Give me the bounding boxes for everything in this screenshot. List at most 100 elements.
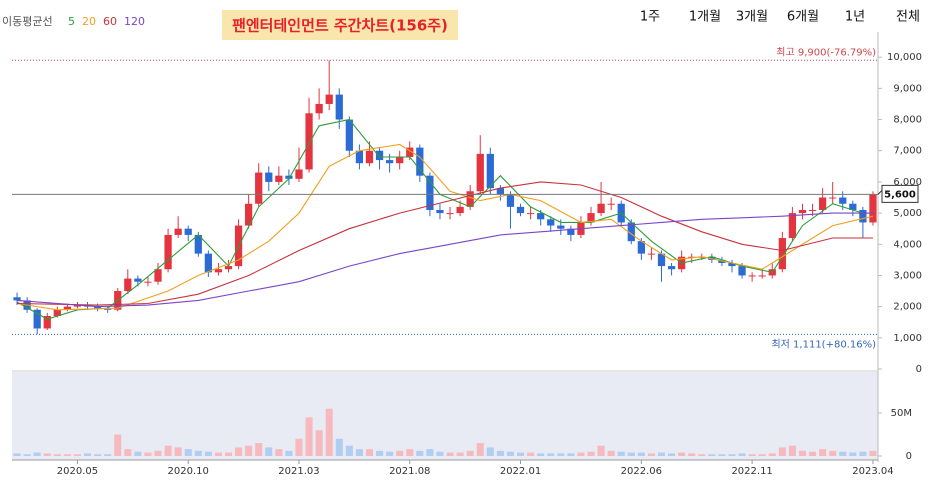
volume-bar [456, 452, 464, 456]
candle-body [839, 197, 847, 204]
volume-bar [104, 454, 112, 456]
period-button[interactable]: 전체 [896, 10, 920, 25]
candle-body [537, 213, 545, 220]
period-button[interactable]: 3개월 [736, 10, 768, 25]
candle-body [385, 160, 394, 164]
volume-bar [516, 452, 525, 456]
volume-bar [124, 449, 132, 456]
candle-body [456, 206, 464, 214]
y-tick-label: 10,000 [887, 52, 922, 63]
candle-body [154, 269, 162, 282]
volume-bar [73, 454, 81, 456]
candle-body [13, 297, 21, 301]
candle-body [325, 94, 333, 104]
volume-bar [506, 451, 514, 456]
candle-body [557, 225, 565, 229]
volume-panel [12, 372, 878, 460]
volume-bar [587, 451, 595, 456]
volume-bar [345, 445, 353, 456]
volume-bar [718, 454, 726, 456]
y-tick-label: 1,000 [893, 333, 922, 344]
x-tick-label: 2021.03 [278, 466, 319, 477]
volume-bar [305, 417, 313, 456]
volume-bar [154, 450, 162, 456]
volume-bar [144, 452, 152, 456]
volume-bar [839, 451, 847, 456]
candle-body [134, 278, 142, 282]
candle-body [869, 194, 877, 223]
volume-bar [426, 449, 434, 456]
volume-bar [738, 453, 746, 456]
candle-body [627, 222, 635, 242]
y-tick-label: 2,000 [893, 302, 922, 313]
volume-bar [63, 454, 71, 456]
candle-body [526, 213, 535, 215]
candle-body [204, 253, 212, 273]
volume-bar [849, 452, 857, 456]
volume-bar [184, 449, 192, 456]
candle-body [426, 175, 434, 210]
volume-bar [285, 450, 293, 456]
volume-bar [275, 449, 283, 456]
volume-bar [355, 449, 363, 456]
x-tick-label: 2022.06 [621, 466, 662, 477]
volume-bar [335, 438, 343, 456]
candle-body [73, 305, 82, 307]
volume-bar [315, 430, 323, 456]
period-button[interactable]: 1년 [845, 10, 865, 25]
candle-body [516, 206, 525, 214]
volume-bar [365, 449, 374, 456]
current-price-pointer [877, 190, 883, 195]
volume-bar [476, 443, 484, 456]
volume-bar [23, 454, 31, 456]
volume-bar [436, 451, 444, 456]
legend-entry: 20 [82, 15, 96, 28]
candle-body [63, 306, 72, 310]
candle-body [476, 153, 484, 192]
candle-body [275, 175, 283, 182]
candle-body [315, 103, 323, 114]
volume-bar [83, 453, 92, 456]
volume-bar [53, 454, 61, 456]
volume-bar [416, 450, 424, 456]
volume-bar [537, 453, 545, 456]
legend-entry: 5 [68, 15, 75, 28]
volume-bar [758, 454, 766, 456]
reference-label: 최고 9,900(-76.79%) [776, 46, 876, 58]
volume-bar [567, 453, 575, 456]
legend-entry: 60 [103, 15, 117, 28]
volume-bar [577, 452, 585, 456]
period-button[interactable]: 1개월 [689, 10, 721, 25]
period-button[interactable]: 6개월 [787, 10, 819, 25]
y-tick-label: 5,000 [893, 208, 922, 219]
volume-bar [406, 449, 414, 456]
candle-body [496, 188, 505, 195]
volume-bar [708, 454, 716, 456]
candle-body [808, 209, 817, 211]
y-tick-label: 9,000 [893, 83, 922, 94]
period-button[interactable]: 1주 [640, 10, 660, 25]
title-box [222, 10, 458, 40]
candle-body [365, 150, 374, 164]
candle-body [607, 203, 615, 205]
candle-body [174, 228, 182, 235]
volume-bar [527, 452, 535, 456]
y-tick-label: 4,000 [893, 239, 922, 250]
volume-bar [627, 452, 635, 456]
volume-bar [869, 450, 877, 456]
candle-body [758, 275, 766, 277]
candle-body [295, 169, 303, 179]
candle-body [506, 194, 515, 207]
volume-bar [768, 453, 776, 456]
candle-body [224, 266, 233, 270]
volume-bar [224, 452, 233, 456]
x-tick-label: 2023.04 [852, 466, 893, 477]
volume-bar [245, 445, 253, 456]
y-tick-label: 8,000 [893, 115, 922, 126]
moving-average-line [16, 212, 873, 308]
volume-bar [255, 443, 263, 456]
volume-bar [94, 454, 102, 456]
volume-bar [698, 454, 706, 456]
volume-bar [728, 454, 736, 456]
x-tick-label: 2020.10 [168, 466, 209, 477]
